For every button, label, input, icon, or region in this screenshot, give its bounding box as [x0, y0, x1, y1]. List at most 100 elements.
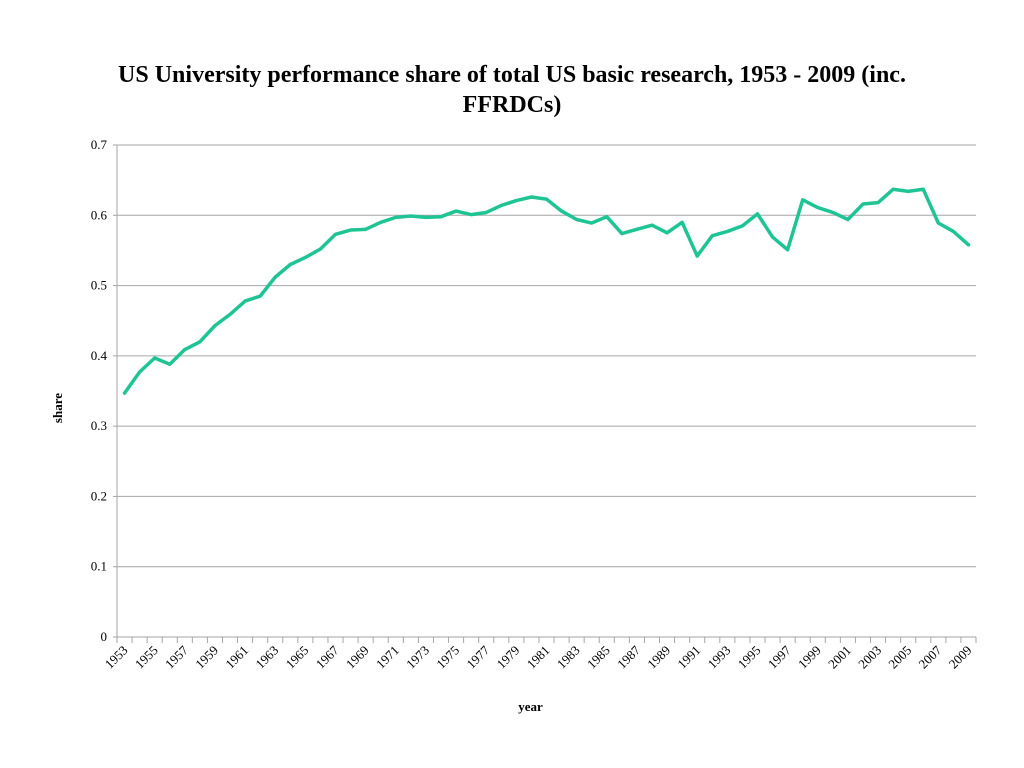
data-point	[680, 220, 684, 224]
x-tick-label: 1987	[614, 642, 643, 671]
data-point	[861, 202, 865, 206]
data-point	[424, 215, 428, 219]
data-point	[303, 255, 307, 259]
data-point	[514, 199, 518, 203]
series-line	[122, 187, 971, 395]
data-point	[153, 356, 157, 360]
y-tick-label: 0	[101, 629, 108, 644]
x-tick-label: 1959	[192, 643, 221, 672]
data-point	[816, 206, 820, 210]
x-tick-label: 2005	[885, 643, 914, 672]
data-point	[906, 189, 910, 193]
data-point	[650, 223, 654, 227]
data-point	[469, 213, 473, 217]
data-point	[725, 229, 729, 233]
x-tick-label: 1971	[373, 643, 402, 672]
y-tick-label: 0.6	[91, 207, 108, 222]
y-tick-label: 0.2	[91, 488, 107, 503]
x-tick-label: 2009	[946, 643, 975, 672]
data-point	[288, 262, 292, 266]
y-tick-label: 0.4	[91, 348, 108, 363]
data-point	[846, 218, 850, 222]
data-point	[771, 235, 775, 239]
data-point	[740, 224, 744, 228]
x-tick-label: 1979	[493, 643, 522, 672]
x-axis-title: year	[518, 699, 543, 714]
y-tick-label: 0.7	[91, 137, 108, 152]
data-point	[891, 187, 895, 191]
axes	[113, 144, 977, 643]
data-point	[334, 232, 338, 236]
data-point	[168, 362, 172, 366]
x-tick-label: 1953	[102, 643, 131, 672]
y-tick-label: 0.5	[91, 278, 107, 293]
data-point	[605, 215, 609, 219]
x-tick-label: 1957	[162, 642, 191, 671]
x-tick-label: 1991	[674, 643, 703, 672]
data-point	[138, 370, 142, 374]
data-point	[755, 212, 759, 216]
data-point	[590, 221, 594, 225]
y-axis-title: share	[50, 393, 65, 423]
data-point	[575, 218, 579, 222]
data-point	[951, 229, 955, 233]
data-point	[801, 198, 805, 202]
data-point	[364, 227, 368, 231]
data-point	[921, 187, 925, 191]
x-tick-labels: 1953 1955 1957 1959 1961 1963 1965 1967 1969 1971…	[102, 642, 975, 671]
data-point	[499, 203, 503, 207]
data-point	[409, 214, 413, 218]
series-layer	[122, 187, 971, 395]
x-tick-label: 1963	[252, 643, 281, 672]
data-point	[198, 340, 202, 344]
data-point	[228, 312, 232, 316]
data-point	[243, 299, 247, 303]
y-tick-label: 0.3	[91, 418, 107, 433]
x-tick-label: 1993	[704, 643, 733, 672]
x-tick-label: 1967	[313, 642, 342, 671]
data-point	[936, 221, 940, 225]
data-point	[529, 195, 533, 199]
data-point	[635, 227, 639, 231]
data-point	[710, 234, 714, 238]
data-point	[213, 324, 217, 328]
data-point	[876, 201, 880, 205]
x-tick-label: 1999	[795, 643, 824, 672]
x-tick-label: 1973	[403, 643, 432, 672]
data-point	[966, 243, 970, 247]
data-point	[620, 232, 624, 236]
x-tick-label: 2007	[915, 642, 944, 671]
x-tick-label: 1977	[463, 642, 492, 671]
x-tick-label: 1989	[644, 643, 673, 672]
x-tick-label: 1981	[524, 643, 553, 672]
data-point	[484, 210, 488, 214]
y-tick-label: 0.1	[91, 559, 107, 574]
data-point	[183, 348, 187, 352]
data-point	[560, 209, 564, 213]
x-tick-label: 2003	[855, 643, 884, 672]
data-point	[545, 197, 548, 201]
data-point	[695, 254, 699, 258]
x-tick-label: 1983	[554, 643, 583, 672]
data-point	[349, 228, 353, 232]
data-point	[665, 231, 669, 235]
data-point	[454, 209, 458, 213]
gridlines	[117, 144, 976, 568]
data-point	[439, 215, 443, 219]
x-tick-label: 1997	[765, 642, 794, 671]
x-tick-label: 1995	[735, 643, 764, 672]
y-tick-labels: 0 0.1 0.2 0.3 0.4 0.5 0.6 0.7	[91, 137, 108, 644]
x-tick-label: 1975	[433, 643, 462, 672]
x-tick-label: 1965	[283, 643, 312, 672]
data-point	[123, 391, 127, 395]
data-point	[379, 220, 383, 224]
x-tick-label: 1969	[343, 643, 372, 672]
data-point	[394, 215, 398, 219]
data-point	[318, 247, 322, 251]
data-point	[786, 248, 790, 252]
x-tick-label: 2001	[825, 643, 854, 672]
x-tick-label: 1985	[584, 643, 613, 672]
x-tick-label: 1955	[132, 643, 161, 672]
data-point	[831, 210, 835, 214]
